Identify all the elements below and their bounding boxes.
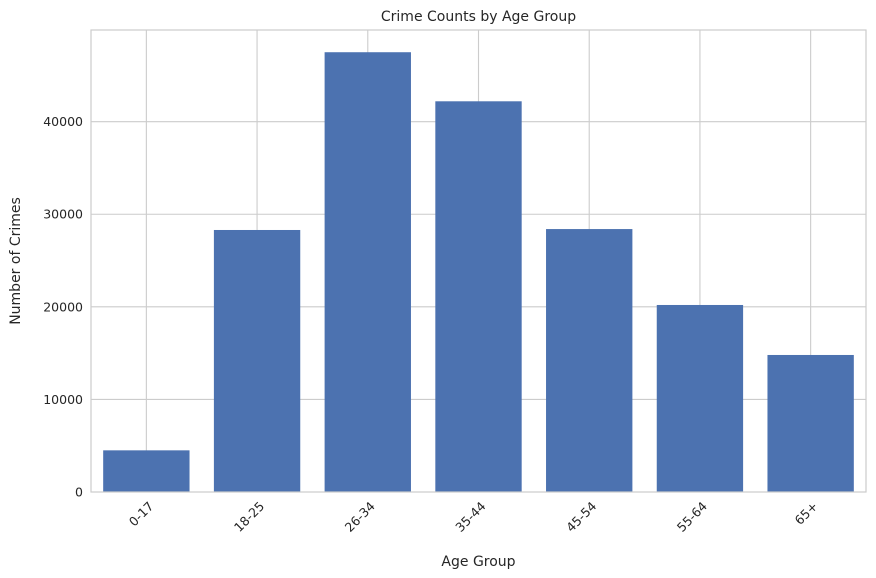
x-tick-label: 26-34 xyxy=(342,498,378,534)
y-tick-label: 0 xyxy=(75,485,83,500)
bar-26-34 xyxy=(324,52,411,493)
bar-65+ xyxy=(767,354,854,492)
chart-title: Crime Counts by Age Group xyxy=(381,9,576,25)
bar-18-25 xyxy=(213,229,301,493)
x-tick-label: 55-64 xyxy=(674,498,710,534)
x-tick-label: 18-25 xyxy=(231,499,267,535)
bar-35-44 xyxy=(435,101,522,492)
y-tick-label: 30000 xyxy=(43,207,83,222)
bar-0-17 xyxy=(103,450,190,492)
x-tick-label: 65+ xyxy=(791,499,820,528)
y-axis-label: Number of Crimes xyxy=(8,197,24,325)
bar-55-64 xyxy=(656,304,744,492)
bar-45-54 xyxy=(546,229,633,493)
x-tick-label: 45-54 xyxy=(563,498,599,534)
x-tick-label: 0-17 xyxy=(126,499,157,530)
bars xyxy=(103,52,854,493)
y-tick-label: 20000 xyxy=(43,299,83,314)
y-tick-label: 10000 xyxy=(43,392,83,407)
x-axis-label: Age Group xyxy=(441,554,515,570)
y-tick-label: 40000 xyxy=(43,114,83,129)
plot-frame xyxy=(90,29,867,493)
y-axis-ticks: 0 10000 20000 30000 40000 xyxy=(43,114,83,499)
x-axis-ticks: 0-17 18-25 26-34 35-44 45-54 55-64 65+ xyxy=(126,498,821,534)
x-tick-label: 35-44 xyxy=(452,498,488,534)
